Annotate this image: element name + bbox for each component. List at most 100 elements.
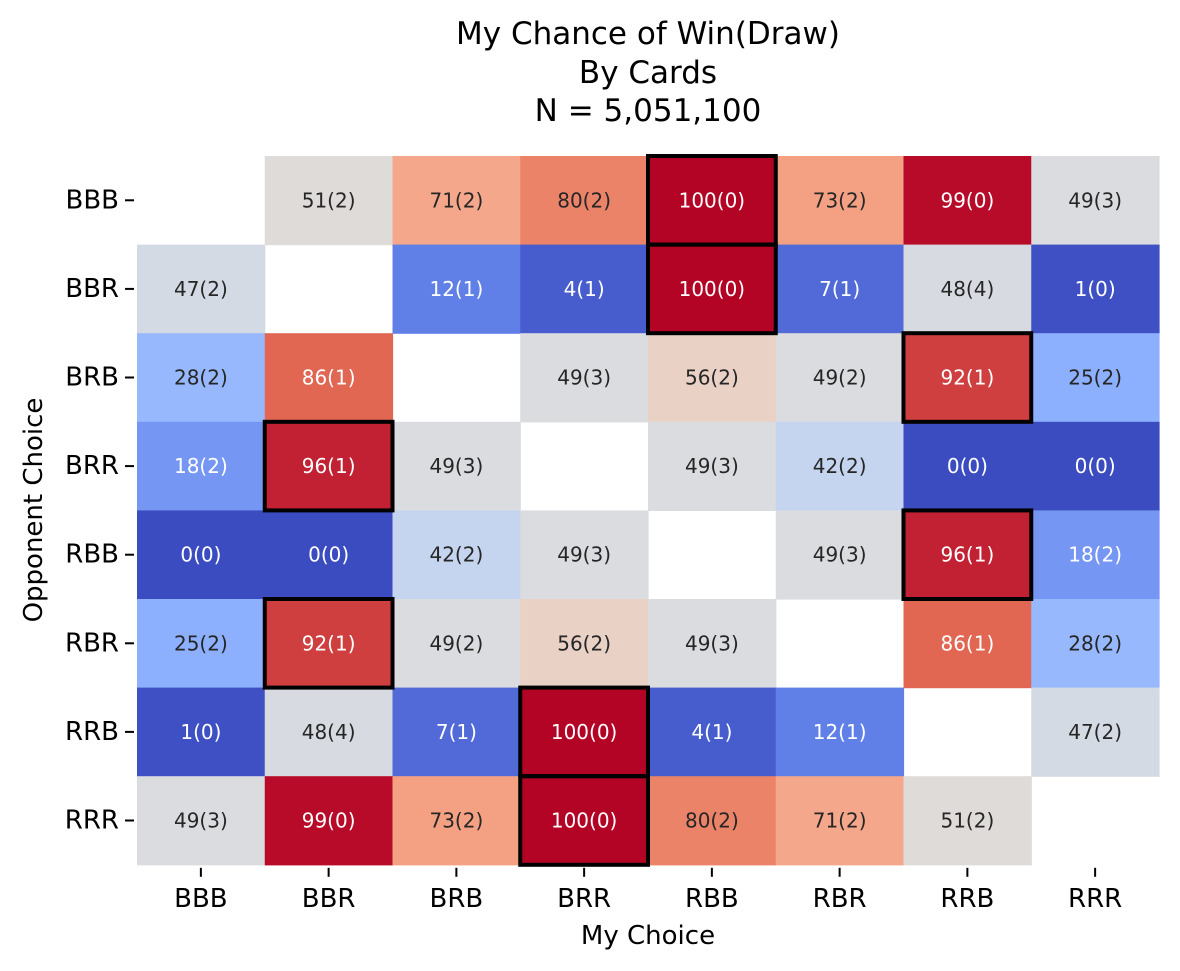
cell-label: 48(4) [302, 720, 356, 744]
cell-BRR-RRB [903, 421, 1032, 511]
y-tick-label: BBR [65, 274, 119, 304]
cell-BRR-RBB [648, 421, 777, 511]
cell-label: 100(0) [679, 188, 746, 212]
cell-label: 49(3) [813, 543, 867, 567]
highlight-box [901, 508, 1034, 601]
cell-label: 99(0) [940, 188, 994, 212]
cell-BBB-BRR [520, 156, 649, 246]
x-axis-title: My Choice [581, 921, 715, 951]
cell-RRR-BRB [392, 776, 521, 866]
cell-BBB-BBR [264, 156, 394, 246]
cell-RRB-BBR [264, 687, 394, 777]
x-tick-label: RRR [1068, 884, 1122, 914]
cell-BBB-RBB [648, 156, 777, 246]
cell-BBB-RRB [903, 156, 1032, 246]
cell-BRB-RRR [1031, 333, 1160, 423]
cell-label: 49(3) [429, 454, 483, 478]
y-axis: BBB BBR BRB BRR RBB RBR RRB RRR [65, 185, 134, 836]
cell-label: 42(2) [813, 454, 867, 478]
y-tick-label: RRB [65, 717, 119, 747]
cell-BBR-RBR [775, 244, 905, 334]
cell-RBR-BBR [264, 599, 394, 689]
cell-label: 56(2) [557, 631, 611, 655]
cell-label: 100(0) [551, 720, 618, 744]
cell-RBR-RRB [903, 599, 1032, 689]
cell-label: 73(2) [813, 188, 867, 212]
cell-RRR-BRR [520, 776, 649, 866]
x-axis: BBB BBR BRB BRR RBB RBR RRB RRR [174, 867, 1122, 914]
cell-label: 92(1) [940, 366, 994, 390]
x-tick-label: BRR [557, 884, 611, 914]
cell-label: 28(2) [174, 366, 228, 390]
cell-label: 18(2) [1068, 543, 1122, 567]
cell-label: 48(4) [940, 277, 994, 301]
cell-label: 49(3) [557, 366, 611, 390]
cell-RBB-BRB [392, 510, 521, 600]
cell-label: 28(2) [1068, 631, 1122, 655]
y-tick-label: BBB [65, 185, 119, 215]
y-tick-label: RBB [65, 540, 119, 570]
cell-RBB-RRB [903, 510, 1032, 600]
cell-BRB-RRB [903, 333, 1032, 423]
cell-BRR-BBB [137, 421, 266, 511]
cell-BBR-BRR [520, 244, 649, 334]
cell-BRB-RBB [648, 333, 777, 423]
cell-BBB-BRB [392, 156, 521, 246]
cell-BBR-RRB [903, 244, 1032, 334]
chart-title-line-1: My Chance of Win(Draw) [456, 16, 840, 52]
cell-BRR-RBR [775, 421, 905, 511]
cell-label: 1(0) [1075, 277, 1116, 301]
x-tick-label: BBR [302, 884, 356, 914]
cell-BRB-BBR [264, 333, 394, 423]
cell-label: 47(2) [1068, 720, 1122, 744]
cell-RBB-BRR [520, 510, 649, 600]
x-tick-label: RBR [813, 884, 867, 914]
cell-label: 100(0) [679, 277, 746, 301]
cell-BBR-BRB [392, 244, 521, 334]
cell-BRR-BRB [392, 421, 521, 511]
cell-label: 80(2) [685, 809, 739, 833]
cell-RRB-RRR [1031, 687, 1160, 777]
cell-RRR-RRB [903, 776, 1032, 866]
cell-BRB-BRR [520, 333, 649, 423]
cell-RBB-BBB [137, 510, 266, 600]
cell-label: 49(3) [685, 454, 739, 478]
cell-label: 49(3) [1068, 188, 1122, 212]
cell-label: 12(1) [429, 277, 483, 301]
cell-label: 4(1) [564, 277, 605, 301]
cell-BBB-RRR [1031, 156, 1160, 246]
cell-BBR-BBB [137, 244, 266, 334]
x-tick-label: BRB [430, 884, 484, 914]
cell-BRR-RRR [1031, 421, 1160, 511]
cell-RRR-RBR [775, 776, 905, 866]
cell-label: 49(3) [174, 809, 228, 833]
cell-label: 0(0) [308, 543, 349, 567]
cell-BRB-BBB [137, 333, 266, 423]
cell-label: 96(1) [302, 454, 356, 478]
cell-label: 0(0) [180, 543, 221, 567]
cell-label: 25(2) [174, 631, 228, 655]
cell-label: 12(1) [813, 720, 867, 744]
heatmap-cells [137, 156, 1160, 866]
cell-RBR-BRB [392, 599, 521, 689]
cell-label: 51(2) [940, 809, 994, 833]
highlight-box [262, 419, 395, 513]
cell-label: 7(1) [436, 720, 477, 744]
y-tick-label: RBR [65, 628, 119, 658]
cell-RBR-BRR [520, 599, 649, 689]
cell-label: 99(0) [302, 809, 356, 833]
cell-BRB-RBR [775, 333, 905, 423]
cell-label: 0(0) [947, 454, 988, 478]
cell-label: 49(3) [557, 543, 611, 567]
cell-label: 56(2) [685, 366, 739, 390]
cell-label: 71(2) [813, 809, 867, 833]
chart-title-line-3: N = 5,051,100 [535, 93, 762, 129]
cell-RBB-RRR [1031, 510, 1160, 600]
cell-RRR-BBB [137, 776, 266, 866]
cell-RRR-BBR [264, 776, 394, 866]
cell-label: 71(2) [429, 188, 483, 212]
cell-label: 42(2) [429, 543, 483, 567]
y-tick-label: RRR [65, 806, 119, 836]
highlight-box [262, 597, 395, 690]
